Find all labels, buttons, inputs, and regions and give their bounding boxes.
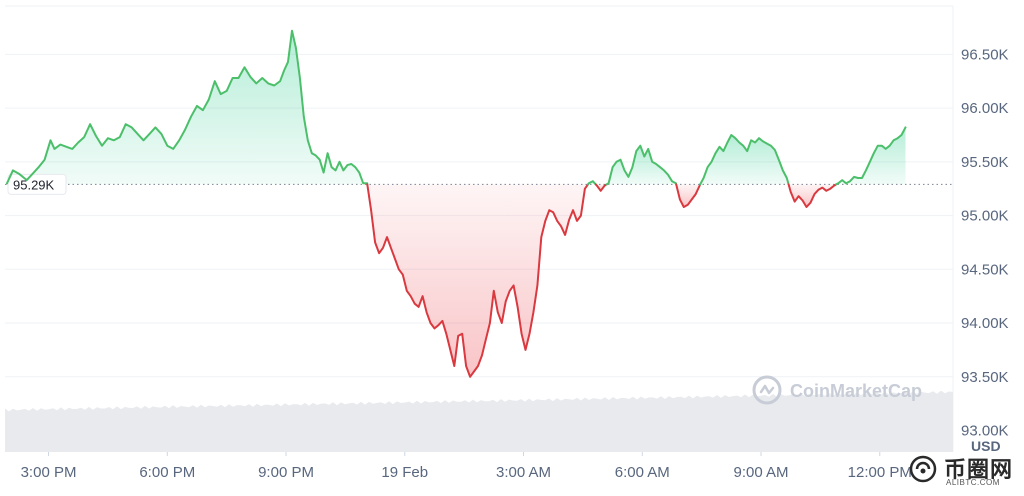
- currency-label: USD: [971, 438, 1001, 454]
- site-logo-icon: [909, 455, 937, 483]
- y-tick-label: 94.50K: [961, 261, 1009, 278]
- area-above: [700, 135, 789, 185]
- x-tick-label: 3:00 PM: [21, 464, 77, 481]
- x-tick-label: 3:00 AM: [496, 464, 551, 481]
- y-tick-label: 95.50K: [961, 154, 1009, 171]
- area-below: [367, 184, 588, 377]
- x-tick-label: 12:00 PM: [848, 464, 912, 481]
- y-tick-label: 93.00K: [961, 423, 1009, 440]
- site-logo-url: ALIBTC.COM: [946, 478, 1000, 487]
- x-tick-label: 9:00 PM: [258, 464, 314, 481]
- area-above: [836, 127, 906, 185]
- volume-band: [5, 390, 953, 452]
- reference-value: 95.29K: [13, 177, 55, 192]
- reference-line: 95.29K: [5, 173, 953, 195]
- y-axis: 93.00K 93.50K 94.00K 94.50K 95.00K 95.50K 96.0…: [961, 46, 1009, 439]
- x-tick-label: 6:00 PM: [139, 464, 195, 481]
- y-tick-label: 95.00K: [961, 208, 1009, 225]
- y-tick-label: 96.00K: [961, 100, 1009, 117]
- volume-area: [5, 390, 953, 452]
- line-below: [594, 183, 608, 192]
- x-tick-label: 19 Feb: [381, 464, 428, 481]
- line-below: [366, 183, 589, 378]
- area-below: [676, 184, 701, 207]
- area-above: [7, 30, 368, 185]
- line-above: [835, 126, 907, 186]
- corner-logo: 币圈网 ALIBTC.COM: [906, 450, 1016, 492]
- coinmarketcap-logo-icon: [752, 375, 782, 405]
- reference-label: 95.29K: [7, 173, 67, 195]
- area-above: [606, 145, 677, 185]
- x-tick-label: 9:00 AM: [734, 464, 789, 481]
- line-above: [6, 29, 369, 186]
- x-tick-label: 6:00 AM: [615, 464, 670, 481]
- x-axis: 3:00 PM 6:00 PM 9:00 PM 19 Feb 3:00 AM 6:00 A…: [21, 452, 912, 481]
- line-above: [587, 180, 597, 186]
- line-below: [787, 183, 838, 208]
- y-tick-label: 96.50K: [961, 46, 1009, 63]
- y-tick-label: 94.00K: [961, 315, 1009, 332]
- price-area: [7, 30, 906, 377]
- y-tick-label: 93.50K: [961, 369, 1009, 386]
- price-line: [6, 29, 907, 378]
- line-below: [675, 183, 702, 208]
- area-below: [788, 184, 837, 207]
- site-logo-name: 币圈网: [944, 457, 1014, 482]
- line-above: [699, 134, 790, 186]
- watermark: CoinMarketCap: [752, 375, 922, 405]
- watermark-text: CoinMarketCap: [790, 381, 922, 401]
- line-above: [605, 144, 678, 186]
